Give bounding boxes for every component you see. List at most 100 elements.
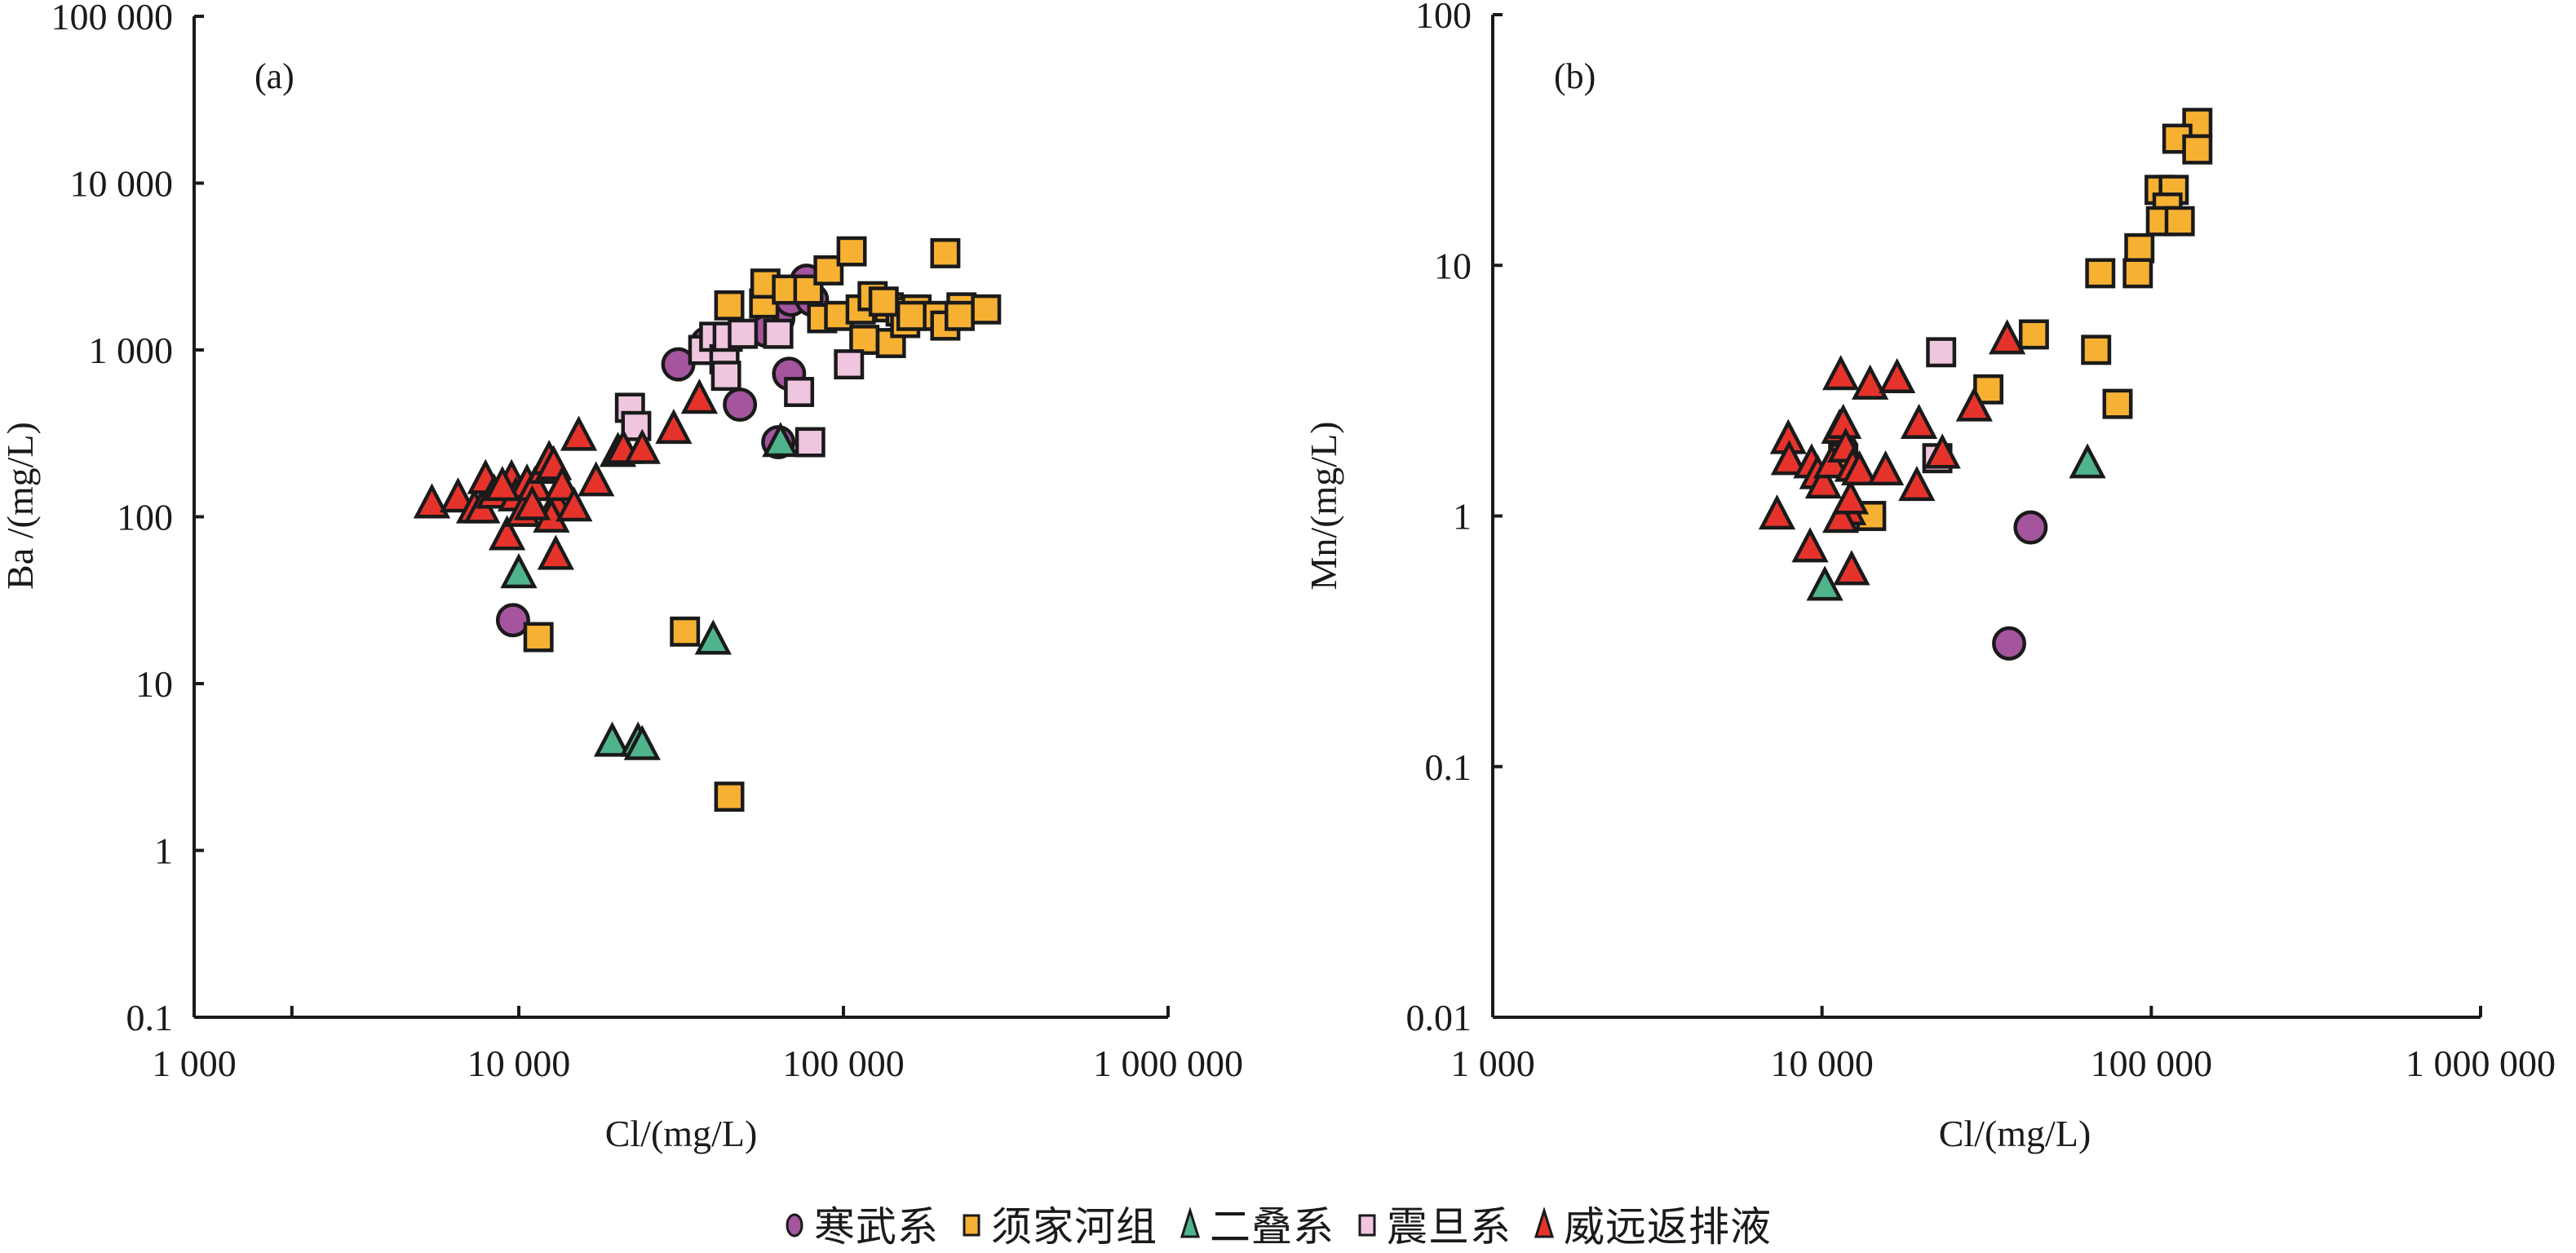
panel-b-x-axis-title: Cl/(mg/L)	[1939, 1113, 2091, 1154]
panel-b: (b) Cl/(mg/L) Mn/(mg/L) 1 000 10 000 100 0…	[1303, 0, 2556, 1154]
data-point-square	[2102, 388, 2133, 419]
data-point-triangle	[488, 515, 526, 551]
x-tick-label: 1 000 000	[2406, 1043, 2556, 1084]
data-point-square	[2124, 232, 2155, 263]
y-tick-label: 1	[1453, 496, 1472, 538]
data-point-triangle	[680, 379, 719, 414]
data-point-square	[2081, 334, 2112, 365]
data-point-triangle	[1770, 440, 1808, 476]
x-tick-label: 10 000	[1770, 1043, 1874, 1084]
data-point-square	[2122, 258, 2153, 289]
data-point-triangle	[1955, 386, 1993, 422]
data-point-square	[763, 318, 794, 349]
data-point-triangle	[623, 428, 661, 464]
data-point-triangle	[655, 409, 693, 445]
x-tick-label: 1 000	[152, 1043, 237, 1084]
data-point-square	[2018, 319, 2049, 350]
y-tick-label: 0.1	[126, 997, 174, 1038]
panel-b-marks	[1758, 108, 2213, 661]
data-point-triangle	[1923, 433, 1961, 469]
legend-label: 寒武系	[814, 1203, 939, 1251]
data-point-triangle	[1852, 364, 1889, 400]
panel-a: (a) Cl/(mg/L) Ba /(mg/L) 1 000 10 000 100 …	[0, 0, 1243, 1154]
square-marker-icon	[963, 1214, 980, 1237]
data-point-triangle	[1804, 463, 1843, 499]
y-tick-label: 100	[117, 497, 173, 538]
data-point-square	[896, 300, 927, 331]
data-point-square	[714, 290, 745, 321]
data-point-triangle	[1879, 357, 1916, 393]
y-tick-label: 10	[1434, 245, 1472, 286]
data-point-square	[784, 377, 815, 407]
data-point-triangle	[1833, 550, 1870, 586]
legend-item-cambrian: 寒武系	[783, 1194, 939, 1253]
legend-label: 须家河组	[991, 1203, 1157, 1251]
y-tick-label: 0.01	[1406, 997, 1472, 1038]
data-point-triangle	[1867, 449, 1905, 486]
circle-marker-icon	[786, 1213, 803, 1238]
y-tick-label: 10	[135, 663, 173, 705]
data-point-square	[945, 300, 975, 331]
data-point-triangle	[1841, 449, 1879, 486]
panel-a-label: (a)	[255, 56, 294, 96]
data-point-triangle	[1791, 527, 1829, 563]
data-point-triangle	[500, 552, 538, 589]
data-point-triangle	[413, 483, 451, 519]
data-point-square	[868, 286, 899, 317]
legend-item-weiyuan-flowback: 威远返排液	[1533, 1194, 1772, 1253]
data-point-square	[836, 236, 867, 267]
data-point-triangle	[1831, 479, 1870, 515]
data-point-circle	[723, 387, 758, 423]
data-point-triangle	[593, 721, 631, 757]
data-point-square	[849, 325, 880, 356]
triangle-marker-icon	[1534, 1207, 1555, 1238]
triangle-marker-icon	[1180, 1207, 1201, 1238]
legend-label: 二叠系	[1210, 1203, 1334, 1251]
data-point-triangle	[694, 619, 732, 655]
data-point-triangle	[623, 724, 661, 760]
data-point-square	[2182, 134, 2213, 165]
x-tick-label: 1 000	[1450, 1043, 1535, 1084]
data-point-triangle	[513, 485, 551, 520]
data-point-square	[2085, 258, 2116, 289]
y-tick-label: 1	[154, 830, 173, 872]
data-point-triangle	[543, 466, 581, 502]
data-point-triangle	[1822, 498, 1860, 534]
panel-b-y-axis-title: Mn/(mg/L)	[1303, 422, 1344, 591]
data-point-triangle	[1900, 403, 1938, 440]
data-point-triangle	[762, 422, 799, 458]
data-point-square	[714, 781, 745, 812]
data-point-triangle	[555, 486, 593, 522]
data-point-circle	[495, 603, 530, 638]
y-tick-label: 100	[1415, 0, 1472, 36]
data-point-triangle	[2069, 443, 2106, 479]
legend-item-sinian: 震旦系	[1356, 1194, 1512, 1253]
x-tick-label: 100 000	[2091, 1043, 2213, 1084]
panel-b-ticks: 1 000 10 000 100 000 1 000 000 0.01 0.1 1 10 100	[1406, 0, 2556, 1084]
data-point-square	[2164, 206, 2195, 237]
data-point-triangle	[1758, 494, 1796, 530]
legend-item-permian: 二叠系	[1179, 1194, 1334, 1253]
panel-a-y-axis-title: Ba /(mg/L)	[0, 422, 41, 590]
legend: 寒武系 须家河组 二叠系 震旦系 威远返排液	[783, 1198, 1793, 1251]
data-point-square	[1926, 337, 1957, 368]
data-point-triangle	[1898, 466, 1936, 502]
data-point-triangle	[484, 466, 521, 502]
data-point-triangle	[1806, 565, 1843, 601]
data-point-square	[728, 318, 759, 349]
x-tick-label: 10 000	[467, 1043, 571, 1084]
y-tick-label: 10 000	[70, 163, 174, 205]
x-tick-label: 1 000 000	[1093, 1043, 1243, 1084]
panel-a-ticks: 1 000 10 000 100 000 1 000 000 0.1 1 10 100 1 00…	[51, 0, 1244, 1084]
data-point-triangle	[560, 415, 598, 451]
legend-item-xujiahe: 须家河组	[960, 1194, 1157, 1253]
data-point-circle	[1992, 626, 2027, 661]
panel-a-marks	[413, 236, 1002, 812]
data-point-triangle	[537, 534, 574, 570]
data-point-circle	[2013, 510, 2048, 545]
data-point-triangle	[439, 477, 477, 513]
x-tick-label: 100 000	[782, 1043, 905, 1084]
y-tick-label: 1 000	[89, 330, 174, 371]
panel-a-x-axis-title: Cl/(mg/L)	[605, 1113, 758, 1154]
